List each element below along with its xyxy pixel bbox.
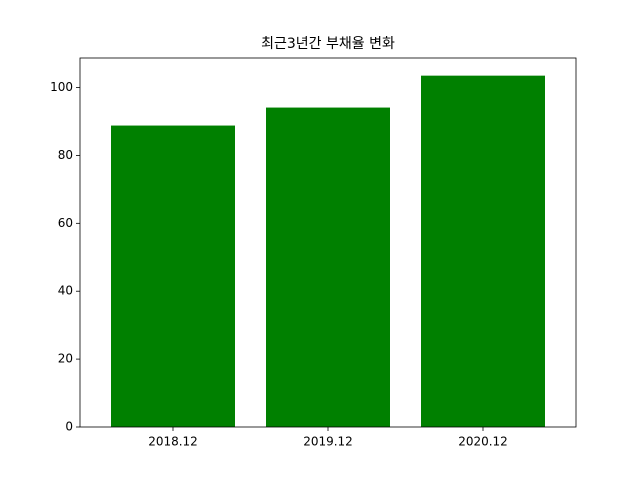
bar [266,107,390,427]
bar [111,125,235,427]
x-tick-label: 2020.12 [458,435,508,449]
bar [421,75,545,427]
plot-frame [79,57,577,428]
y-tick-label: 0 [65,420,73,434]
y-tick-label: 80 [58,148,73,162]
x-tick-label: 2018.12 [148,435,198,449]
y-tick-label: 20 [58,352,73,366]
y-tick-label: 60 [58,216,73,230]
chart-title: 최근3년간 부채율 변화 [261,36,395,52]
y-tick-label: 40 [58,284,73,298]
y-tick-label: 100 [50,80,73,94]
x-tick-label: 2019.12 [303,435,353,449]
